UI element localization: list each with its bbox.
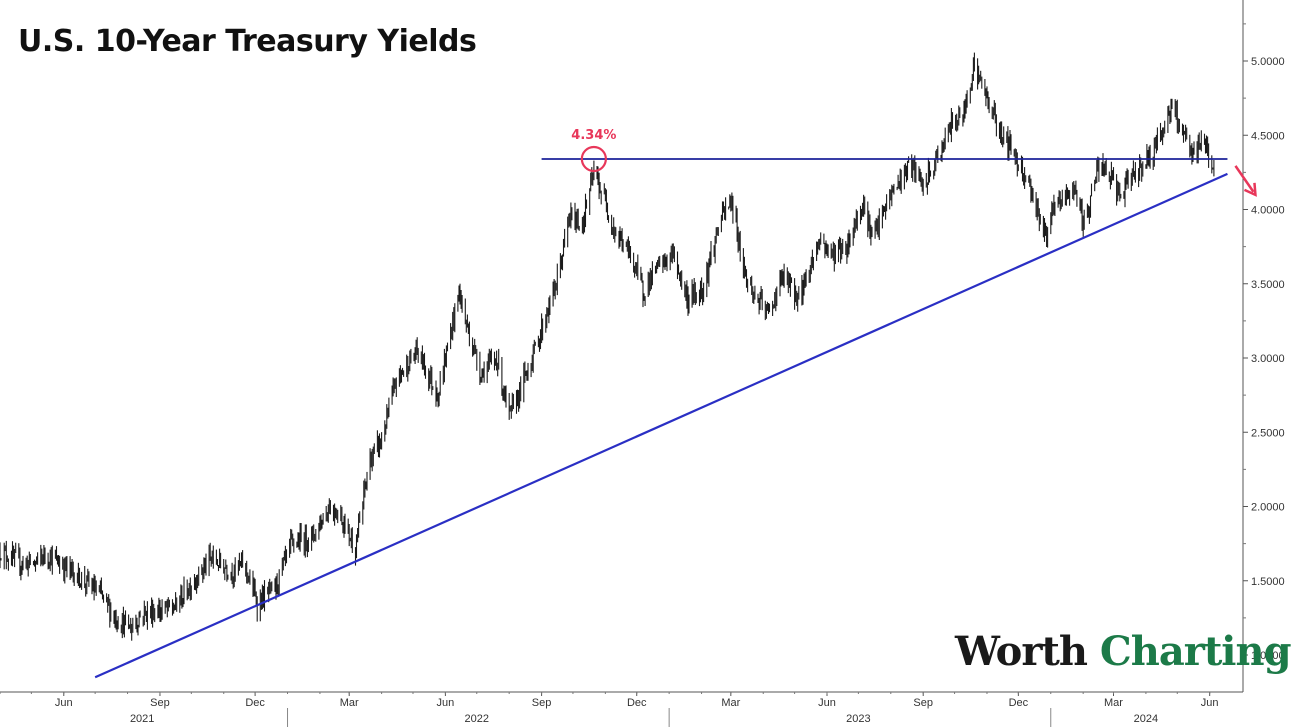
x-year-label: 2021 xyxy=(130,713,154,725)
x-tick-label: Jun xyxy=(437,697,455,709)
breakdown-arrowhead xyxy=(1243,182,1257,197)
y-tick-label: 5.0000 xyxy=(1251,56,1285,68)
x-tick-label: Jun xyxy=(818,697,836,709)
x-tick-label: Dec xyxy=(245,697,265,709)
y-tick-label: 1.0000 xyxy=(1251,650,1285,662)
x-year-label: 2024 xyxy=(1134,713,1158,725)
x-tick-label: Jun xyxy=(55,697,73,709)
y-tick-label: 2.0000 xyxy=(1251,502,1285,514)
annotations-group: 4.34% xyxy=(94,128,1257,679)
x-year-label: 2023 xyxy=(846,713,870,725)
chart-title: U.S. 10-Year Treasury Yields xyxy=(18,24,477,59)
x-tick-label: Sep xyxy=(913,697,933,709)
x-tick-label: Sep xyxy=(532,697,552,709)
x-tick-label: Jun xyxy=(1201,697,1219,709)
x-tick-label: Mar xyxy=(1104,697,1123,709)
y-tick-label: 4.0000 xyxy=(1251,205,1285,217)
x-tick-label: Mar xyxy=(340,697,359,709)
breakdown-arrow xyxy=(1234,165,1255,193)
x-year-label: 2022 xyxy=(465,713,489,725)
y-tick-label: 1.5000 xyxy=(1251,576,1285,588)
watermark-part1: Worth xyxy=(955,628,1088,675)
series-group xyxy=(0,52,1215,641)
y-tick-label: 2.5000 xyxy=(1251,427,1285,439)
watermark-part2: Charting xyxy=(1099,628,1292,675)
y-tick-label: 4.5000 xyxy=(1251,130,1285,142)
x-tick-label: Dec xyxy=(627,697,647,709)
watermark-logo: Worth Charting xyxy=(955,628,1292,675)
y-tick-label: 3.0000 xyxy=(1251,353,1285,365)
x-tick-label: Mar xyxy=(721,697,740,709)
x-tick-label: Dec xyxy=(1009,697,1029,709)
highlight-label: 4.34% xyxy=(571,128,616,143)
support-trendline xyxy=(94,172,1228,679)
highlight-circle xyxy=(580,145,607,173)
y-tick-label: 3.5000 xyxy=(1251,279,1285,291)
x-tick-label: Sep xyxy=(150,697,170,709)
